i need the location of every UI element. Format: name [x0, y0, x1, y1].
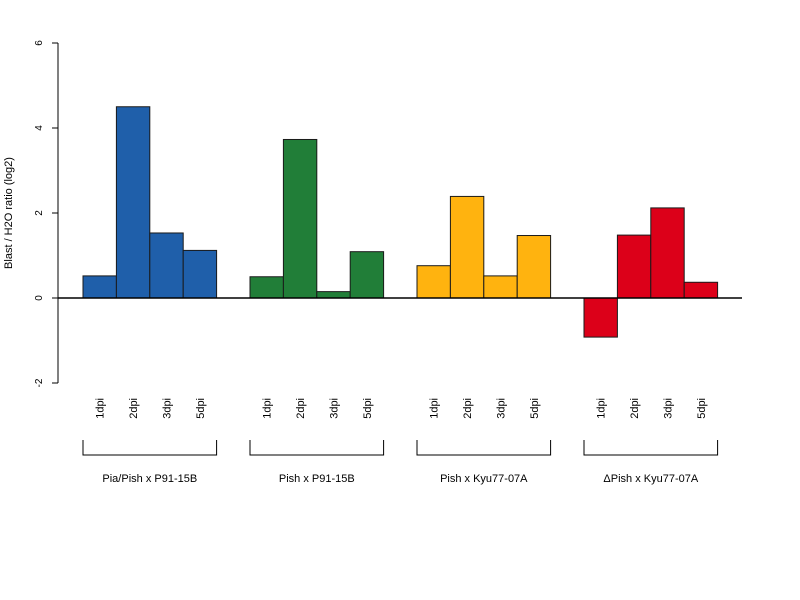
category-label: 3dpi: [162, 398, 174, 419]
category-label: 2dpi: [629, 398, 641, 419]
bar-2dpi-group-4: [616, 234, 652, 299]
category-label: 1dpi: [262, 398, 274, 419]
y-tick-label: 2: [34, 210, 45, 216]
bar-2dpi-group-2: [282, 138, 318, 299]
group-bracket: [249, 440, 385, 456]
bar-2dpi-group-3: [449, 195, 485, 299]
category-label: 5dpi: [529, 398, 541, 419]
category-label: 5dpi: [195, 398, 207, 419]
bar-1dpi-group-1: [82, 275, 117, 299]
bar-5dpi-group-1: [182, 249, 218, 299]
bar-1dpi-group-4: [583, 297, 618, 338]
bar-5dpi-group-2: [349, 251, 385, 299]
category-label: 1dpi: [95, 398, 107, 419]
group-label: Pish x Kyu77-07A: [440, 473, 528, 485]
bar-3dpi-group-4: [650, 207, 685, 299]
category-label: 2dpi: [295, 398, 307, 419]
y-tick-label: 6: [34, 40, 45, 46]
group-label: Pish x P91-15B: [279, 473, 355, 485]
y-axis: -2 0 2 4 6: [34, 40, 59, 387]
bar-5dpi-group-4: [683, 281, 719, 299]
category-label: 1dpi: [429, 398, 441, 419]
bar-3dpi-group-3: [483, 275, 518, 299]
bar-1dpi-group-2: [249, 276, 284, 299]
bar-3dpi-group-1: [149, 232, 184, 299]
category-label: 2dpi: [462, 398, 474, 419]
category-label: 5dpi: [696, 398, 708, 419]
category-label: 5dpi: [362, 398, 374, 419]
y-axis-title: Blast / H2O ratio (log2): [3, 157, 15, 269]
y-tick-label: -2: [34, 378, 45, 387]
bar-5dpi-group-3: [516, 235, 552, 299]
bar-2dpi-group-1: [115, 106, 151, 299]
category-label: 3dpi: [496, 398, 508, 419]
group-label: Pia/Pish x P91-15B: [102, 473, 197, 485]
group-brackets: Pia/Pish x P91-15B Pish x P91-15B Pish x K…: [82, 440, 719, 485]
category-label: 1dpi: [596, 398, 608, 419]
group-label: ΔPish x Kyu77-07A: [603, 473, 698, 485]
bar-1dpi-group-3: [416, 265, 451, 299]
bar-3dpi-group-2: [316, 291, 351, 299]
category-label: 3dpi: [663, 398, 675, 419]
bars: [82, 106, 719, 338]
category-labels: 1dpi 2dpi 3dpi 5dpi 1dpi 2dpi 3dpi 5dpi 1dpi 2dpi…: [95, 398, 708, 419]
group-bracket: [82, 440, 218, 456]
category-label: 2dpi: [128, 398, 140, 419]
y-tick-label: 0: [34, 295, 45, 301]
y-tick-label: 4: [34, 125, 45, 131]
group-bracket: [416, 440, 552, 456]
group-bracket: [583, 440, 719, 456]
category-label: 3dpi: [329, 398, 341, 419]
